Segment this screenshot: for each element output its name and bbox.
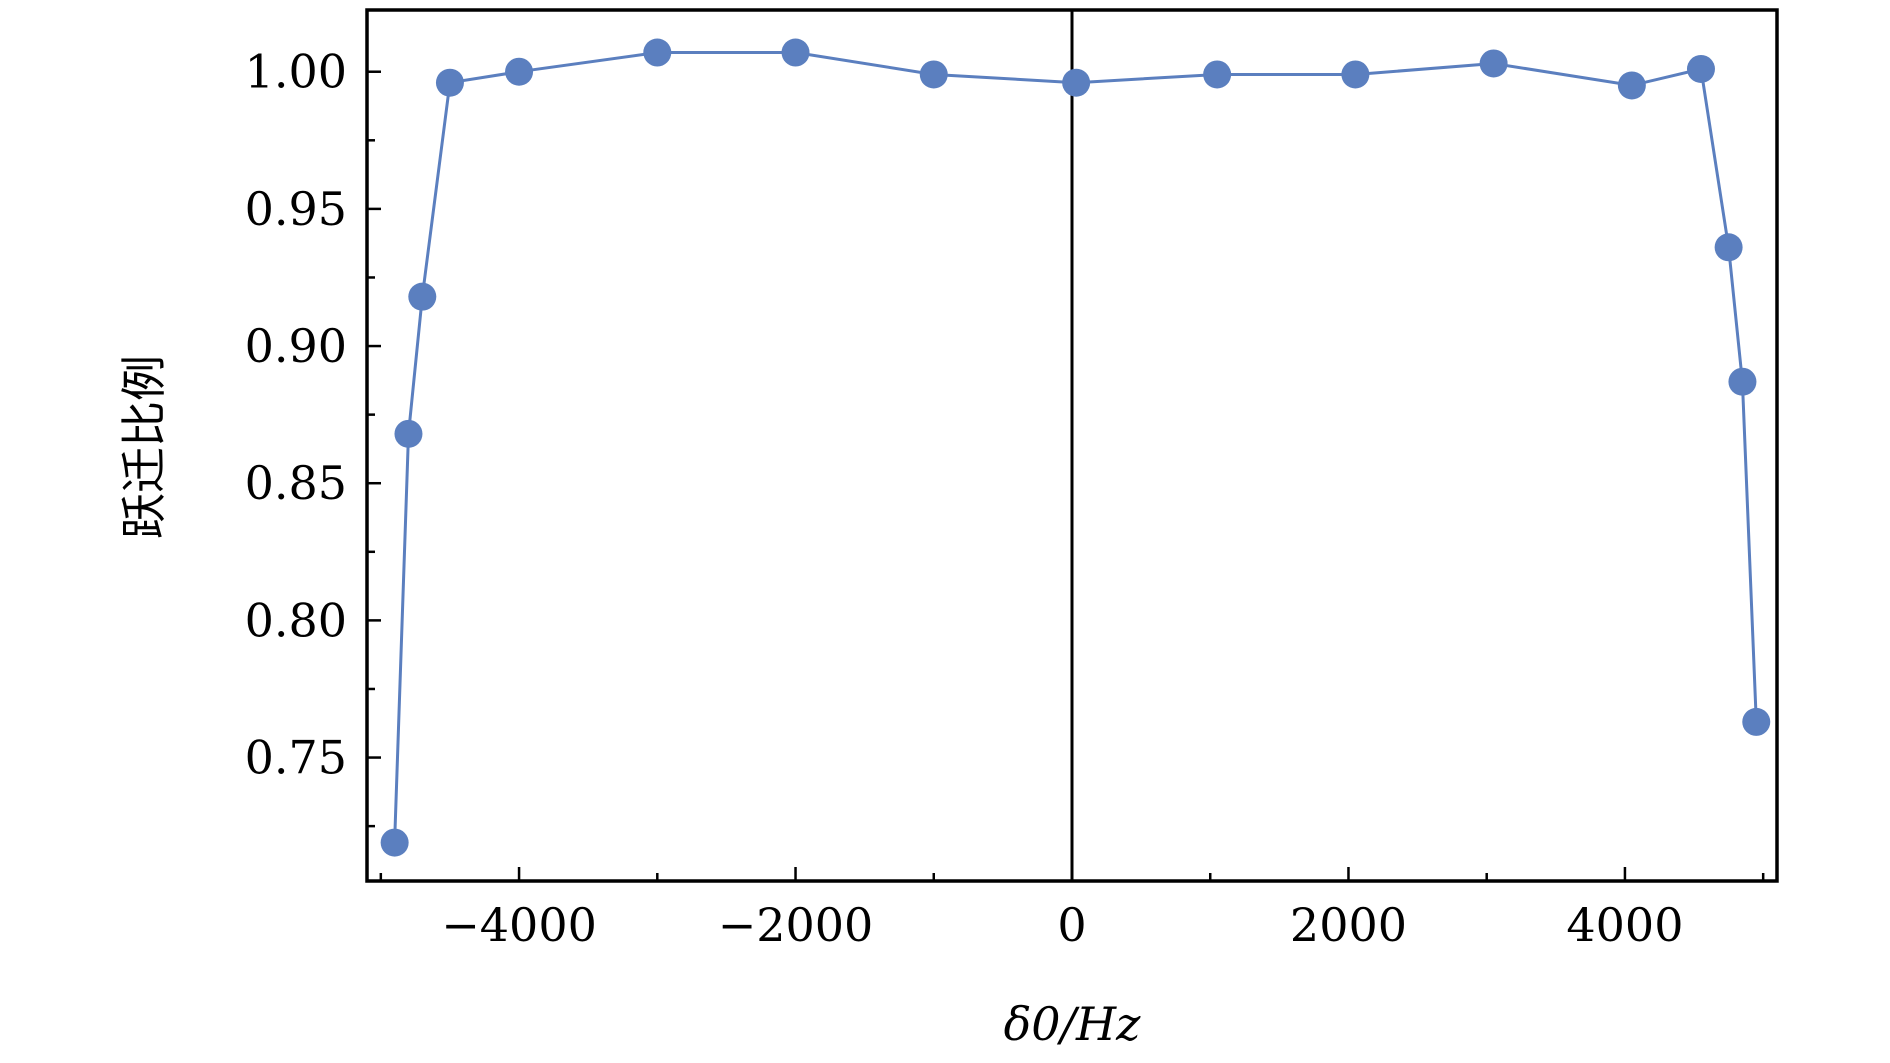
data-point <box>1203 60 1232 89</box>
axis-ticks: 0.75 0.80 0.85 0.90 0.95 1.00 −4000 −2000 0 2000 4… <box>245 45 1765 952</box>
data-point <box>380 828 409 857</box>
chart-marks <box>380 10 1771 881</box>
x-tick-label: −4000 <box>441 898 597 952</box>
data-point <box>643 38 672 67</box>
data-point <box>505 57 534 86</box>
x-tick-label: 2000 <box>1290 898 1407 952</box>
y-tick-label: 0.75 <box>245 731 347 785</box>
y-tick-label: 0.95 <box>245 182 347 236</box>
y-tick-label: 0.85 <box>245 456 347 510</box>
data-point <box>1341 60 1370 89</box>
x-tick-label: 4000 <box>1566 898 1683 952</box>
data-point <box>919 60 948 89</box>
data-point <box>408 282 437 311</box>
data-point <box>1686 54 1715 83</box>
y-tick-label: 0.80 <box>245 593 347 647</box>
x-tick-label: 0 <box>1057 898 1086 952</box>
y-tick-label: 0.90 <box>245 319 347 373</box>
x-axis-label: δ0/Hz <box>1004 997 1142 1051</box>
y-axis-label: 跃迁比例 <box>117 355 171 539</box>
x-tick-label: −2000 <box>718 898 874 952</box>
data-point <box>781 38 810 67</box>
data-point <box>1479 49 1508 78</box>
data-point <box>1062 68 1091 97</box>
data-point <box>435 68 464 97</box>
y-tick-label: 1.00 <box>245 45 347 99</box>
series-line <box>393 51 1758 843</box>
data-point <box>1714 233 1743 262</box>
data-point <box>1617 71 1646 100</box>
data-point <box>394 419 423 448</box>
data-point <box>1742 707 1771 736</box>
data-point <box>1728 367 1757 396</box>
